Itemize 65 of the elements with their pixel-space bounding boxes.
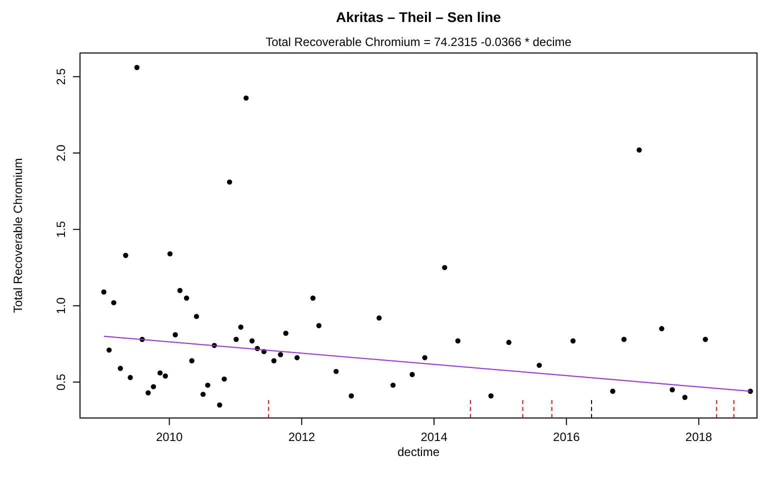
point [226,179,232,185]
point [316,323,322,328]
point [111,300,116,306]
point [442,264,448,270]
x-tick-label: 2012 [288,430,316,444]
point [177,288,183,294]
point [146,390,151,396]
point [249,338,255,344]
point [106,347,112,353]
y-tick-label: 1.0 [54,297,68,314]
point [536,362,542,368]
x-tick-label: 2018 [685,430,712,444]
point [184,296,190,301]
point [455,338,460,344]
point [283,330,288,336]
y-tick-label: 1.5 [54,220,68,238]
chart-subtitle: Total Recoverable Chromium = 74.2315 -0.0366 * decime [266,35,572,49]
point [194,314,200,320]
point [570,338,576,344]
point [348,393,354,398]
point [244,95,249,101]
point [659,326,664,332]
y-axis-title: Total Recoverable Chromium [11,158,25,313]
point [234,336,239,342]
point [506,340,512,346]
point [488,393,494,398]
point [238,324,244,330]
point [390,382,396,388]
point [422,355,428,360]
y-tick-label: 0.5 [54,373,68,390]
point [128,374,133,380]
point [162,373,168,379]
point [217,402,222,408]
y-tick-label: 2.5 [54,68,68,86]
point [172,332,178,338]
chart-title: Akritas – Theil – Sen line [336,9,502,25]
x-tick-label: 2014 [420,430,448,444]
point [134,64,140,70]
point [636,147,642,153]
point [118,366,123,371]
point [101,289,106,295]
point [294,355,300,360]
x-axis-title: dectime [397,445,440,459]
point [157,370,163,376]
point [278,352,284,358]
point [271,358,276,364]
point [670,387,675,392]
point [189,358,194,364]
point [167,251,173,256]
x-tick-label: 2010 [156,430,184,444]
point [682,394,688,400]
point [334,368,339,374]
point [410,372,415,378]
point [222,376,227,382]
point [376,315,382,321]
point [702,336,708,342]
point [310,296,316,301]
point [150,384,156,390]
x-tick-label: 2016 [553,430,580,444]
point [123,252,128,258]
y-tick-label: 2.0 [54,144,68,162]
point [200,392,206,397]
point [205,382,210,388]
point [621,336,627,342]
point [610,388,616,394]
